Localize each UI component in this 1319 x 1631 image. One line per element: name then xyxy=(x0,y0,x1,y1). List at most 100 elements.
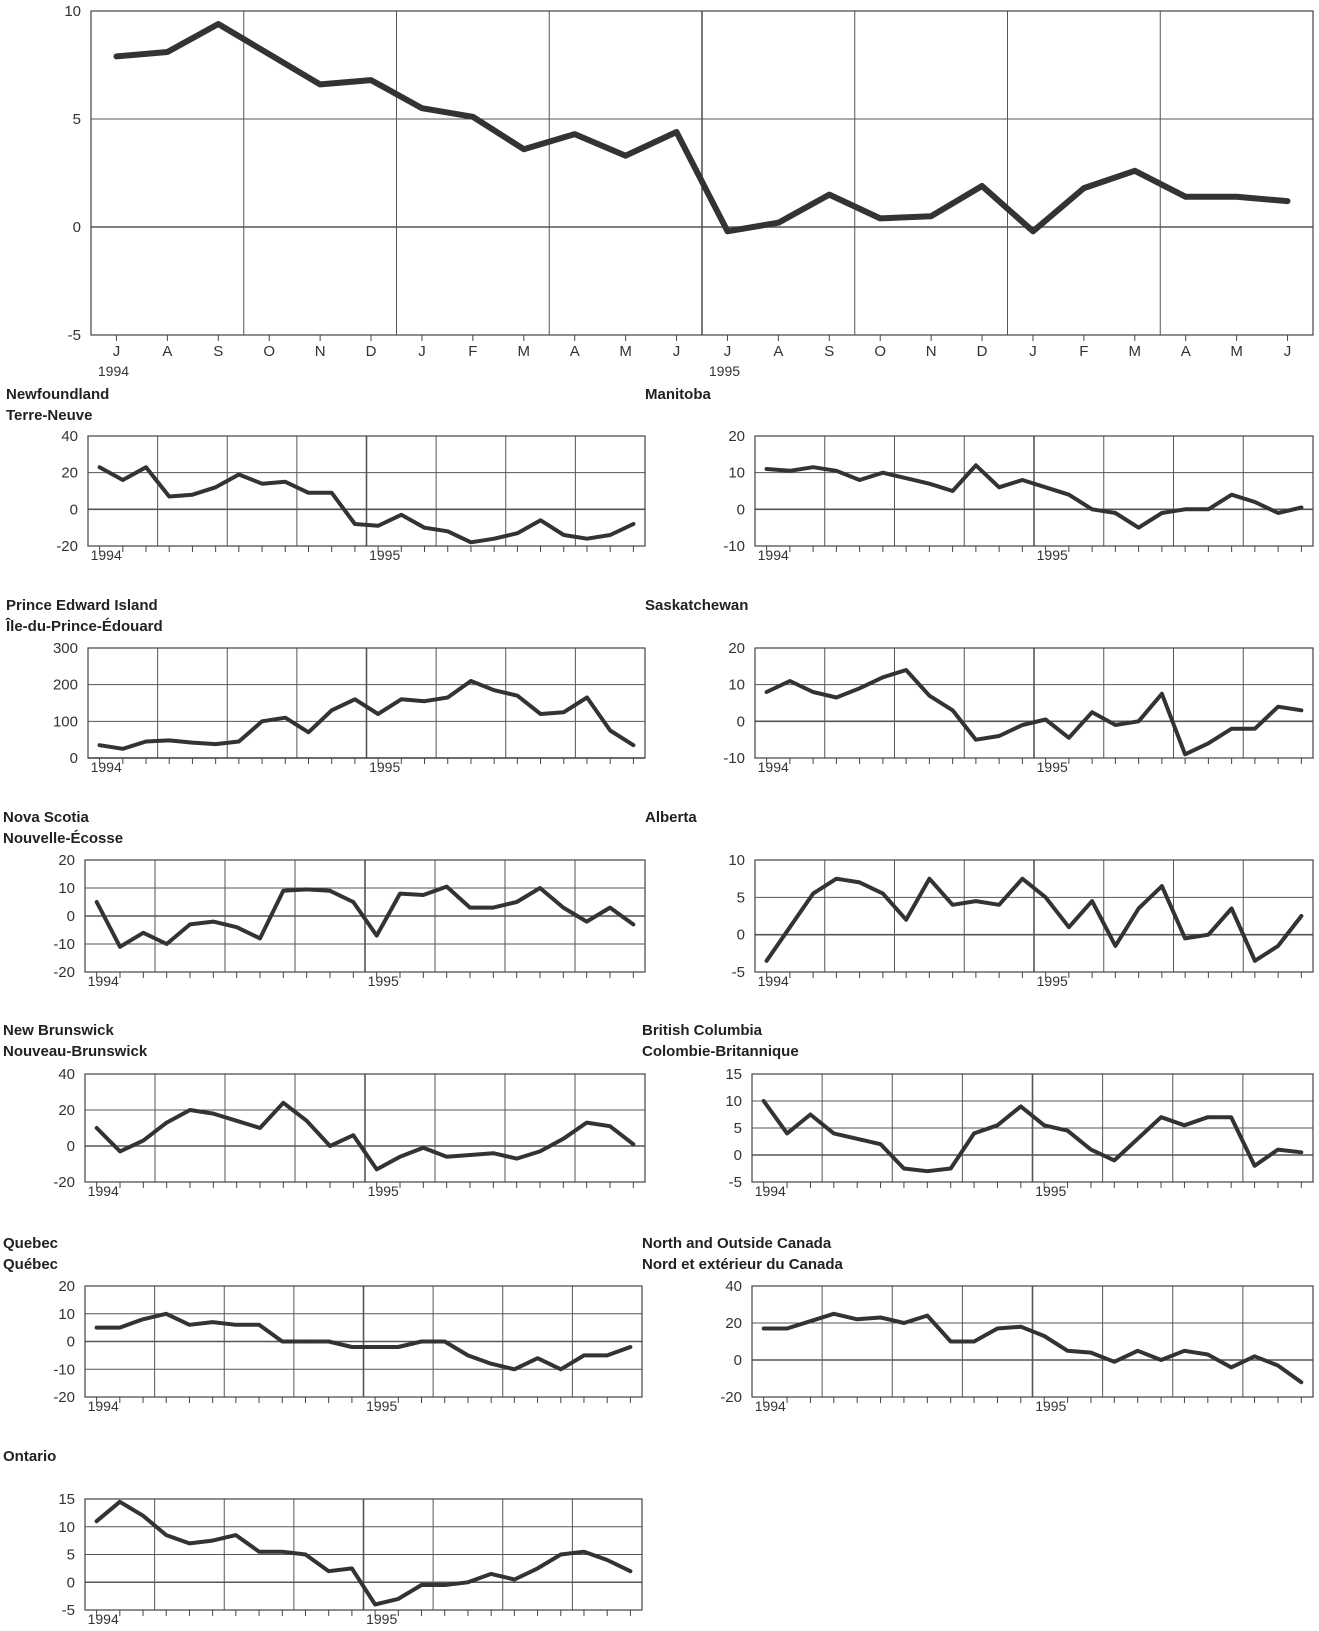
x-tick-label: M xyxy=(518,343,531,360)
x-tick-label: F xyxy=(468,343,477,360)
year-label: 1995 xyxy=(366,1611,397,1627)
y-tick-label: 5 xyxy=(734,1120,742,1137)
chart-title: Nouvelle-Écosse xyxy=(3,830,123,847)
y-tick-label: 0 xyxy=(67,1138,75,1155)
chart-title: Colombie-Britannique xyxy=(642,1043,799,1060)
chart-panel-2: Newfoundland Terre-Neuve 40 20 0 -20 1994 1995 xyxy=(6,386,646,563)
y-tick-label: 5 xyxy=(67,1547,75,1564)
chart-title: Terre-Neuve xyxy=(6,407,92,424)
y-tick-label: 40 xyxy=(61,428,78,445)
y-tick-label: 10 xyxy=(728,677,745,694)
y-tick-label: 15 xyxy=(725,1066,742,1083)
x-tick-label: A xyxy=(162,343,172,360)
chart-title: Ontario xyxy=(3,1448,56,1465)
year-label: 1994 xyxy=(88,1398,119,1414)
chart-panel-4: Prince Edward Island Île-du-Prince-Édouar… xyxy=(5,597,646,775)
chart-title: New Brunswick xyxy=(3,1022,115,1039)
x-tick-label: F xyxy=(1079,343,1088,360)
year-label: 1994 xyxy=(758,547,789,563)
series-line xyxy=(94,1499,633,1607)
y-tick-label: 20 xyxy=(58,852,75,869)
y-tick-label: 10 xyxy=(58,880,75,897)
series-line xyxy=(761,1099,1304,1174)
x-tick-label: S xyxy=(213,343,223,360)
y-tick-label: 5 xyxy=(73,111,81,128)
year-label: 1995 xyxy=(369,759,400,775)
series-line xyxy=(94,884,636,949)
y-tick-label: 0 xyxy=(734,1352,742,1369)
y-tick-label: 0 xyxy=(737,501,745,518)
y-tick-label: 10 xyxy=(64,3,81,20)
series-line xyxy=(97,465,636,545)
y-tick-label: -10 xyxy=(723,750,745,767)
plot-frame xyxy=(751,1073,1314,1183)
year-label: 1995 xyxy=(1037,547,1068,563)
year-label: 1995 xyxy=(368,1183,399,1199)
year-label: 1994 xyxy=(88,1183,119,1199)
plot-frame xyxy=(84,859,646,973)
year-label: 1994 xyxy=(758,973,789,989)
chart-panel-11: North and Outside Canada Nord et extérieu… xyxy=(642,1235,1314,1414)
x-tick-label: J xyxy=(1029,343,1037,360)
x-tick-label: S xyxy=(824,343,834,360)
y-tick-label: 0 xyxy=(737,927,745,944)
plot-frame xyxy=(84,1073,646,1183)
x-tick-label: J xyxy=(113,343,121,360)
year-label: 1995 xyxy=(1037,759,1068,775)
y-tick-label: -10 xyxy=(53,936,75,953)
year-label: 1994 xyxy=(755,1183,786,1199)
y-tick-label: -20 xyxy=(720,1389,742,1406)
y-tick-label: 10 xyxy=(728,852,745,869)
y-tick-label: -10 xyxy=(53,1361,75,1378)
y-tick-label: -10 xyxy=(723,538,745,555)
y-tick-label: 40 xyxy=(58,1066,75,1083)
year-label: 1994 xyxy=(755,1398,786,1414)
y-tick-label: 20 xyxy=(61,465,78,482)
x-tick-label: M xyxy=(619,343,632,360)
y-tick-label: 10 xyxy=(58,1519,75,1536)
y-tick-label: 20 xyxy=(728,428,745,445)
year-label: 1994 xyxy=(91,547,122,563)
plot-frame xyxy=(754,647,1314,759)
series-line xyxy=(764,876,1304,963)
year-label: 1995 xyxy=(1035,1398,1066,1414)
y-tick-label: 40 xyxy=(725,1278,742,1295)
chart-title: Newfoundland xyxy=(6,386,109,403)
chart-panel-9: British Columbia Colombie-Britannique 15 10… xyxy=(642,1022,1314,1199)
x-tick-label: A xyxy=(570,343,580,360)
y-tick-label: 20 xyxy=(58,1102,75,1119)
chart-title: Alberta xyxy=(645,809,697,826)
year-label: 1994 xyxy=(758,759,789,775)
chart-title: Quebec xyxy=(3,1235,58,1252)
y-tick-label: 10 xyxy=(725,1093,742,1110)
x-tick-label: N xyxy=(315,343,326,360)
year-label: 1994 xyxy=(98,363,129,379)
plot-frame xyxy=(84,1498,643,1611)
x-tick-label: D xyxy=(977,343,988,360)
y-tick-label: 20 xyxy=(725,1315,742,1332)
year-label: 1995 xyxy=(368,973,399,989)
x-tick-label: M xyxy=(1129,343,1142,360)
x-tick-label: N xyxy=(926,343,937,360)
plot-frame xyxy=(754,859,1314,973)
series-line xyxy=(764,668,1304,757)
chart-title: Prince Edward Island xyxy=(6,597,158,614)
year-label: 1995 xyxy=(1037,973,1068,989)
plot-frame xyxy=(754,435,1314,547)
y-tick-label: 20 xyxy=(728,640,745,657)
y-tick-label: 0 xyxy=(73,219,81,236)
y-tick-label: -5 xyxy=(68,327,81,344)
y-tick-label: -20 xyxy=(56,538,78,555)
y-tick-label: 100 xyxy=(53,713,78,730)
x-tick-label: J xyxy=(673,343,681,360)
year-label: 1994 xyxy=(88,973,119,989)
plot-frame xyxy=(90,10,1314,336)
y-tick-label: 0 xyxy=(734,1147,742,1164)
chart-panel-3: Manitoba 20 10 0 -10 1994 1995 xyxy=(645,386,1314,563)
chart-title: Nouveau-Brunswick xyxy=(3,1043,148,1060)
y-tick-label: -5 xyxy=(62,1602,75,1619)
series-line xyxy=(94,1311,633,1372)
y-tick-label: -20 xyxy=(53,1389,75,1406)
